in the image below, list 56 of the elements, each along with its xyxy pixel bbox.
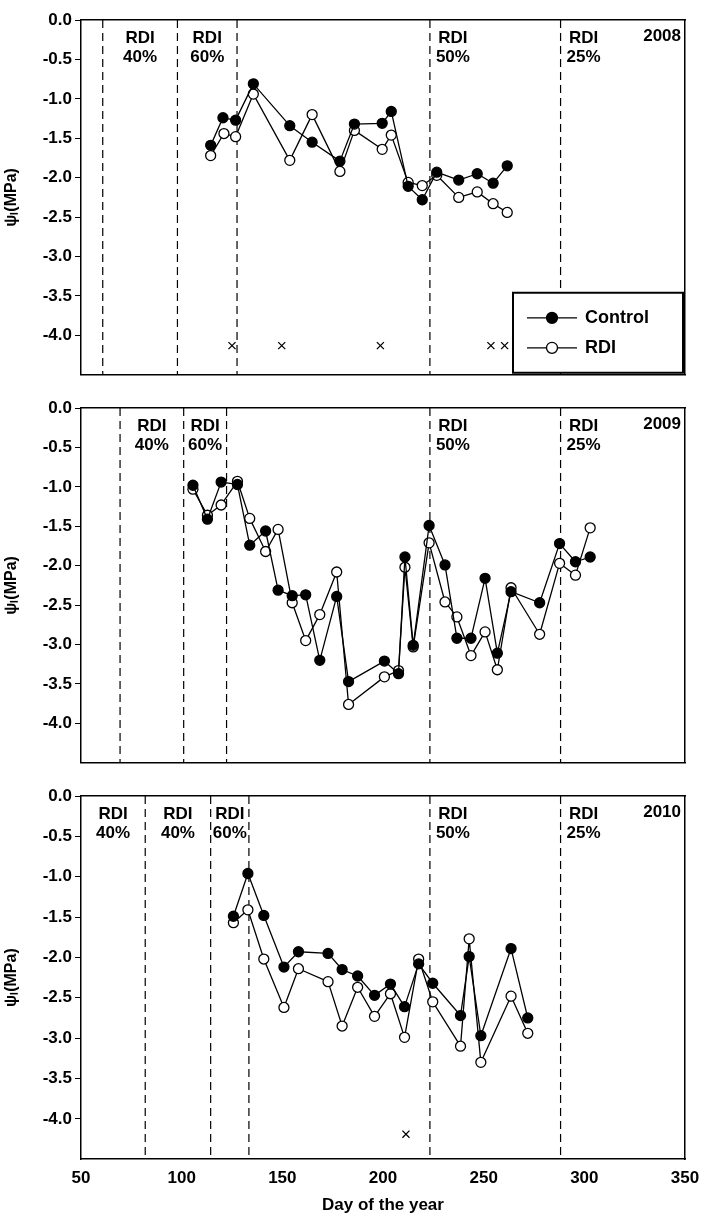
ref-line-label: RDI 40% bbox=[123, 28, 158, 67]
legend-label: RDI bbox=[585, 336, 616, 357]
annotation: 2008 bbox=[643, 26, 681, 46]
y-tick-label: -2.0 bbox=[42, 947, 72, 967]
ref-line-label: RDI 40% bbox=[96, 804, 131, 843]
y-tick-label: 0.0 bbox=[48, 9, 72, 29]
y-tick-label: -0.5 bbox=[42, 49, 72, 69]
y-tick-label: -1.5 bbox=[42, 906, 72, 926]
y-tick-label: -3.5 bbox=[42, 673, 72, 693]
ref-line-label: RDI 50% bbox=[435, 28, 470, 67]
ref-line-label: RDI 60% bbox=[190, 28, 225, 67]
y-tick-label: -2.5 bbox=[42, 987, 72, 1007]
y-tick-label: -1.0 bbox=[42, 476, 72, 496]
y-axis-title: ψₗ(MPa) bbox=[2, 556, 20, 615]
y-tick-label: -1.0 bbox=[42, 88, 72, 108]
y-axis-title: ψₗ(MPa) bbox=[2, 948, 20, 1007]
y-tick-label: -3.0 bbox=[42, 1027, 72, 1047]
y-tick-label: -4.0 bbox=[42, 325, 72, 345]
y-tick-label: -1.5 bbox=[42, 515, 72, 535]
annotation: 2009 bbox=[643, 414, 681, 434]
legend-label: Control bbox=[585, 306, 649, 327]
x-tick-label: 350 bbox=[670, 1168, 700, 1188]
ref-line-label: RDI 25% bbox=[566, 416, 601, 455]
ref-line-label: RDI 25% bbox=[566, 804, 601, 843]
y-tick-label: -3.5 bbox=[42, 1068, 72, 1088]
x-tick-label: 300 bbox=[570, 1168, 599, 1188]
y-tick-label: -1.0 bbox=[42, 866, 72, 886]
x-tick-label: 50 bbox=[71, 1168, 91, 1188]
y-tick-label: 0.0 bbox=[48, 785, 72, 805]
y-tick-label: -4.0 bbox=[42, 1108, 72, 1128]
ref-line-label: RDI 40% bbox=[160, 804, 195, 843]
annotation: 2010 bbox=[643, 802, 681, 822]
ref-line-label: RDI 60% bbox=[212, 804, 247, 843]
ref-line-label: RDI 25% bbox=[566, 28, 601, 67]
y-axis-title: ψₗ(MPa) bbox=[2, 168, 20, 227]
ref-line-label: RDI 40% bbox=[134, 416, 169, 455]
x-tick-label: 200 bbox=[368, 1168, 398, 1188]
y-tick-label: -0.5 bbox=[42, 437, 72, 457]
y-tick-label: 0.0 bbox=[48, 397, 72, 417]
y-tick-label: -3.0 bbox=[42, 246, 72, 266]
x-tick-label: 100 bbox=[167, 1168, 196, 1188]
x-axis-title: Day of the year bbox=[322, 1195, 445, 1215]
ref-line-label: RDI 50% bbox=[435, 804, 470, 843]
ref-line-label: RDI 50% bbox=[435, 416, 470, 455]
x-tick-label: 150 bbox=[268, 1168, 297, 1188]
y-tick-label: -2.5 bbox=[42, 206, 72, 226]
y-tick-label: -3.0 bbox=[42, 634, 72, 654]
y-tick-label: -2.5 bbox=[42, 594, 72, 614]
ref-line-label: RDI 60% bbox=[188, 416, 223, 455]
y-tick-label: -2.0 bbox=[42, 555, 72, 575]
y-tick-label: -3.5 bbox=[42, 285, 72, 305]
x-tick-label: 250 bbox=[469, 1168, 498, 1188]
y-tick-label: -4.0 bbox=[42, 713, 72, 733]
y-tick-label: -2.0 bbox=[42, 167, 72, 187]
y-tick-label: -0.5 bbox=[42, 826, 72, 846]
y-tick-label: -1.5 bbox=[42, 127, 72, 147]
